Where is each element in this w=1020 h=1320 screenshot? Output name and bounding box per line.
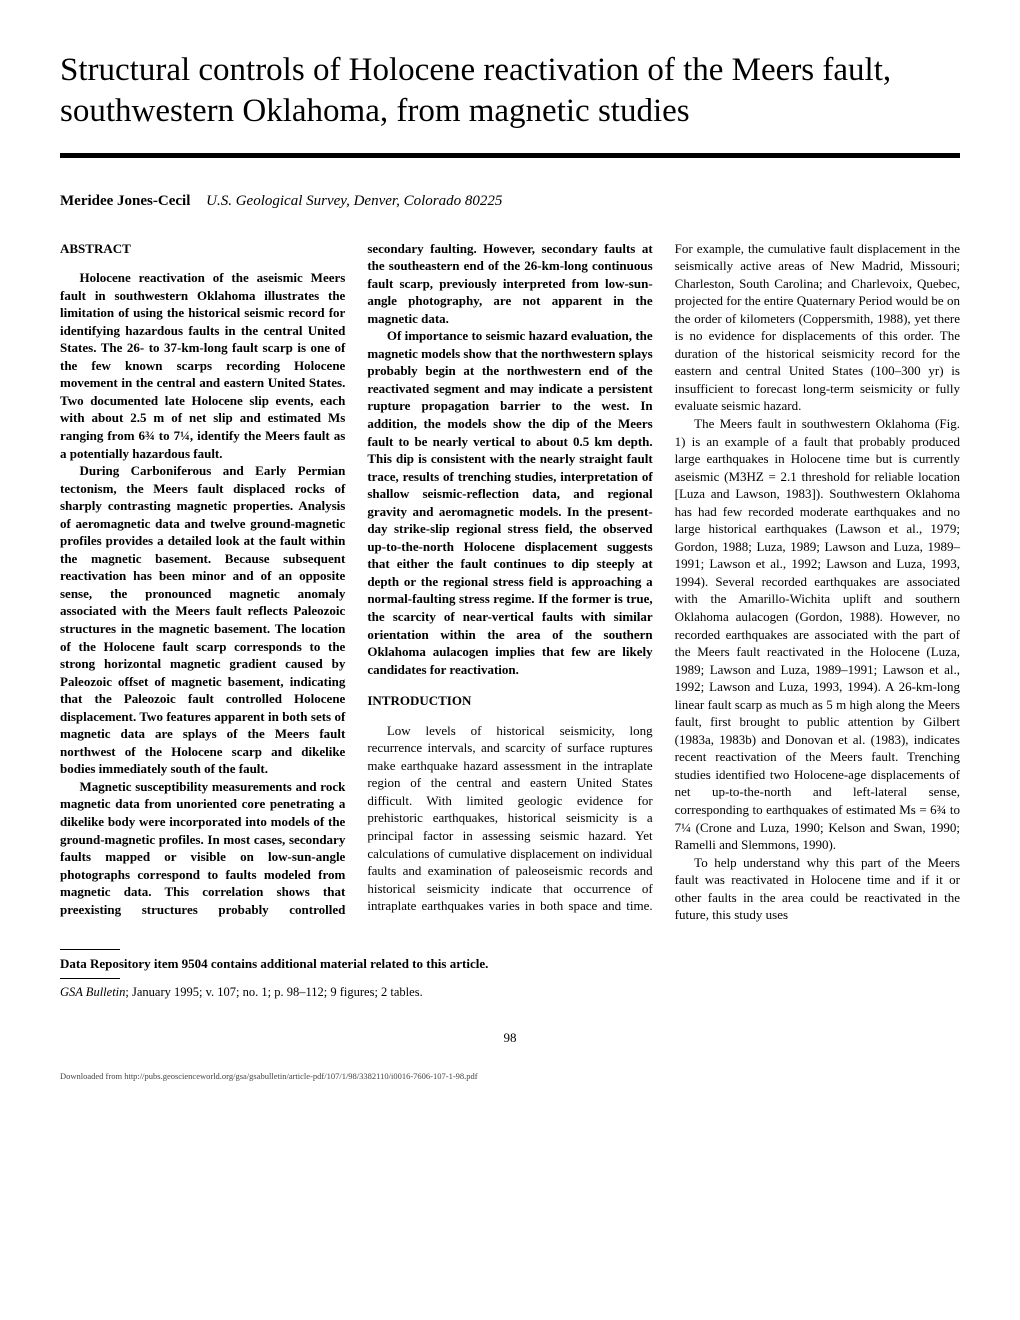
body-columns: ABSTRACT Holocene reactivation of the as… xyxy=(60,240,960,924)
abstract-heading: ABSTRACT xyxy=(60,240,345,258)
author-affiliation: U.S. Geological Survey, Denver, Colorado… xyxy=(206,193,502,209)
introduction-heading: INTRODUCTION xyxy=(367,692,652,710)
data-repository-footnote: Data Repository item 9504 contains addit… xyxy=(60,956,960,972)
author-name: Meridee Jones-Cecil xyxy=(60,193,190,209)
journal-name: GSA Bulletin xyxy=(60,985,125,999)
citation-details: ; January 1995; v. 107; no. 1; p. 98–112… xyxy=(125,985,422,999)
article-title: Structural controls of Holocene reactiva… xyxy=(60,50,960,133)
footnote-rule-1 xyxy=(60,949,120,950)
abstract-para-2: During Carboniferous and Early Permian t… xyxy=(60,462,345,778)
intro-para-2: The Meers fault in southwestern Oklahoma… xyxy=(675,415,960,854)
abstract-para-1: Holocene reactivation of the aseismic Me… xyxy=(60,269,345,462)
journal-citation: GSA Bulletin; January 1995; v. 107; no. … xyxy=(60,985,960,1000)
download-source-line: Downloaded from http://pubs.geosciencewo… xyxy=(60,1071,960,1081)
footnote-rule-2 xyxy=(60,978,120,979)
author-line: Meridee Jones-Cecil U.S. Geological Surv… xyxy=(60,193,960,210)
abstract-para-4: Of importance to seismic hazard evaluati… xyxy=(367,327,652,678)
title-rule xyxy=(60,153,960,158)
page-number: 98 xyxy=(60,1030,960,1046)
intro-para-3: To help understand why this part of the … xyxy=(675,854,960,924)
